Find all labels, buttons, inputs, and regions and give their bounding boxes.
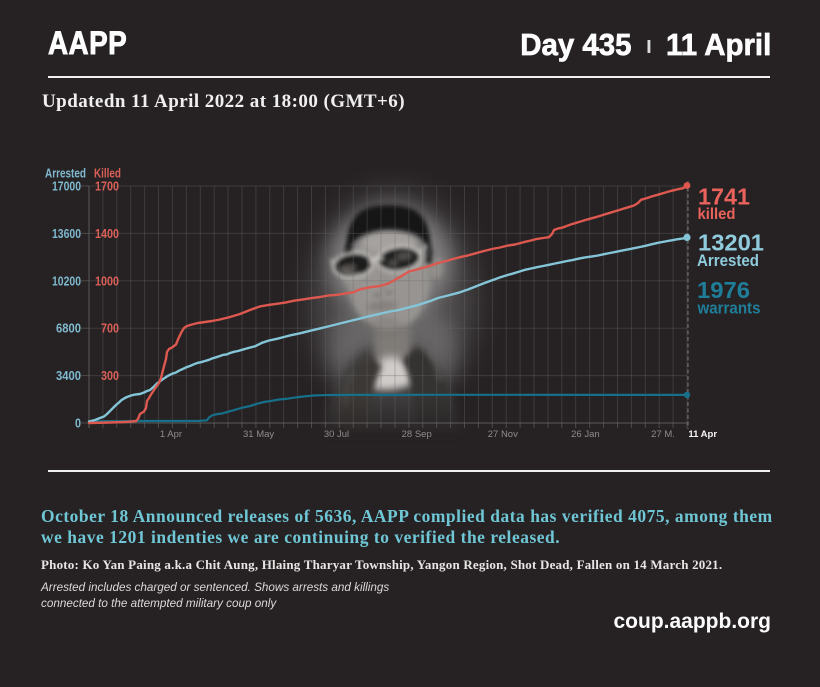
svg-text:Killed: Killed (94, 167, 121, 181)
svg-text:1976: 1976 (697, 277, 750, 303)
svg-text:300: 300 (101, 369, 119, 383)
svg-text:1700: 1700 (95, 180, 119, 194)
svg-text:6800: 6800 (56, 322, 81, 336)
svg-text:11 Apr: 11 Apr (688, 429, 717, 440)
svg-text:1 Apr: 1 Apr (160, 429, 182, 440)
svg-text:31 May: 31 May (243, 429, 274, 440)
svg-text:13600: 13600 (52, 227, 81, 241)
svg-text:0: 0 (75, 417, 81, 431)
svg-text:27 M.: 27 M. (651, 429, 675, 440)
svg-text:warrants: warrants (697, 300, 761, 318)
svg-text:700: 700 (101, 322, 119, 336)
svg-text:Arrested: Arrested (697, 252, 759, 270)
svg-text:17000: 17000 (52, 180, 81, 194)
svg-text:10200: 10200 (52, 274, 81, 288)
svg-text:13201: 13201 (698, 230, 764, 256)
svg-text:1400: 1400 (95, 227, 119, 241)
svg-text:Arrested: Arrested (45, 167, 86, 181)
svg-text:28 Sep: 28 Sep (402, 429, 432, 440)
svg-text:killed: killed (698, 206, 736, 223)
svg-text:1741: 1741 (698, 184, 750, 210)
svg-text:3400: 3400 (56, 369, 81, 383)
svg-text:26 Jan: 26 Jan (571, 429, 600, 440)
svg-text:1000: 1000 (95, 274, 119, 288)
svg-text:30 Jul: 30 Jul (324, 429, 349, 440)
svg-text:27 Nov: 27 Nov (488, 429, 518, 440)
